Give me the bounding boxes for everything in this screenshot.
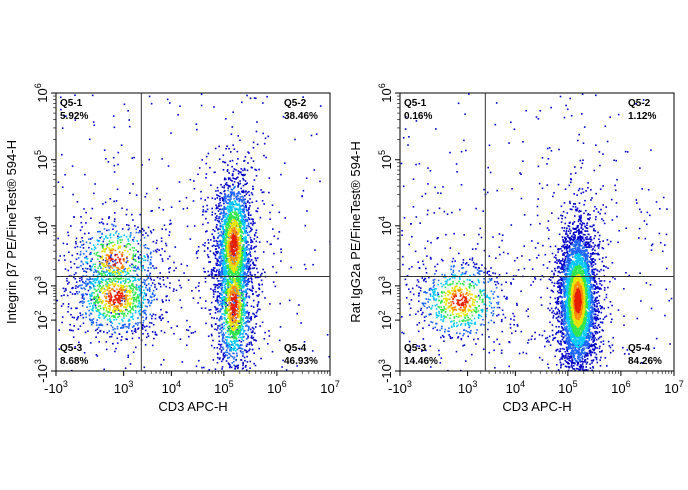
y-tick-base: 10 bbox=[35, 88, 50, 102]
x-tick-base: 10 bbox=[114, 381, 128, 396]
x-tick-label: 105 bbox=[214, 379, 233, 396]
y-tick-exponent: 3 bbox=[33, 359, 43, 364]
y-tick-label: 104 bbox=[377, 216, 394, 235]
x-axis-title: CD3 APC-H bbox=[502, 399, 571, 414]
quadrant-percent-label: 46.93% bbox=[284, 356, 318, 367]
quadrant-name-label: Q5-3 bbox=[404, 343, 427, 354]
y-tick-base: 10 bbox=[379, 281, 394, 295]
quadrant-percent-label: 84.26% bbox=[628, 356, 662, 367]
y-tick-exponent: 3 bbox=[377, 359, 387, 364]
dot-cloud bbox=[400, 93, 673, 371]
x-tick-base: 10 bbox=[162, 381, 176, 396]
x-tick-exponent: 3 bbox=[472, 379, 477, 389]
x-tick-base: 10 bbox=[664, 381, 678, 396]
y-tick-exponent: 4 bbox=[377, 216, 387, 221]
y-tick-label: -103 bbox=[33, 359, 50, 383]
y-tick-label: 104 bbox=[33, 216, 50, 235]
y-tick-exponent: 3 bbox=[33, 276, 43, 281]
y-tick-label: 105 bbox=[377, 150, 394, 169]
quadrant-name-label: Q5-4 bbox=[284, 343, 307, 354]
y-tick-label: 102 bbox=[33, 310, 50, 329]
x-tick-base: 10 bbox=[558, 381, 572, 396]
x-tick-base: -10 bbox=[44, 381, 63, 396]
y-tick-base: 10 bbox=[35, 221, 50, 235]
x-tick-label: 106 bbox=[267, 379, 286, 396]
quadrant-name-label: Q5-1 bbox=[404, 98, 427, 109]
x-tick-exponent: 6 bbox=[282, 379, 287, 389]
x-tick-label: 105 bbox=[558, 379, 577, 396]
quadrant-percent-label: 5.92% bbox=[60, 111, 88, 122]
x-tick-label: 103 bbox=[458, 379, 477, 396]
y-tick-exponent: 5 bbox=[33, 150, 43, 155]
y-tick-exponent: 5 bbox=[377, 150, 387, 155]
quadrant-percent-label: 0.16% bbox=[404, 111, 432, 122]
y-tick-base: 10 bbox=[379, 315, 394, 329]
y-tick-base: 10 bbox=[35, 155, 50, 169]
flow-plot-integrin-b7: -103 103 104 105 106 107-103102103104105106CD… bbox=[4, 83, 340, 414]
x-tick-exponent: 5 bbox=[229, 379, 234, 389]
plot-frame bbox=[399, 92, 675, 372]
x-tick-label: 107 bbox=[320, 379, 339, 396]
y-tick-exponent: 2 bbox=[377, 310, 387, 315]
quadrant-percent-label: 1.12% bbox=[628, 111, 656, 122]
x-tick-label: -103 bbox=[44, 379, 68, 396]
y-axis-title: Integrin β7 PE/FineTest® 594-H bbox=[4, 140, 19, 324]
quadrant-name-label: Q5-2 bbox=[284, 98, 307, 109]
dot-cloud bbox=[56, 93, 330, 371]
x-tick-base: 10 bbox=[214, 381, 228, 396]
y-tick-label: 103 bbox=[377, 276, 394, 295]
y-tick-exponent: 4 bbox=[33, 216, 43, 221]
x-tick-base: 10 bbox=[611, 381, 625, 396]
y-tick-base: 10 bbox=[379, 88, 394, 102]
y-tick-label: 103 bbox=[33, 276, 50, 295]
quadrant-percent-label: 38.46% bbox=[284, 111, 318, 122]
x-tick-label: 104 bbox=[506, 379, 525, 396]
quadrant-percent-label: 8.68% bbox=[60, 356, 88, 367]
x-tick-exponent: 3 bbox=[407, 379, 412, 389]
x-tick-label: -103 bbox=[388, 379, 412, 396]
x-tick-base: -10 bbox=[388, 381, 407, 396]
quadrant-name-label: Q5-1 bbox=[60, 98, 83, 109]
y-tick-label: -103 bbox=[377, 359, 394, 383]
x-tick-exponent: 7 bbox=[335, 379, 340, 389]
x-tick-base: 10 bbox=[506, 381, 520, 396]
flow-plot-rat-igg2a: -103 103 104 105 106 107-103102103104105106CD… bbox=[348, 83, 684, 414]
quadrant-name-label: Q5-2 bbox=[628, 98, 651, 109]
x-tick-exponent: 4 bbox=[520, 379, 525, 389]
y-tick-base: 10 bbox=[379, 155, 394, 169]
x-tick-label: 106 bbox=[611, 379, 630, 396]
y-tick-base: -10 bbox=[379, 364, 394, 383]
y-tick-label: 106 bbox=[377, 83, 394, 102]
y-tick-base: 10 bbox=[35, 281, 50, 295]
y-tick-exponent: 3 bbox=[377, 276, 387, 281]
x-tick-label: 104 bbox=[162, 379, 181, 396]
quadrant-name-label: Q5-3 bbox=[60, 343, 83, 354]
x-tick-exponent: 5 bbox=[573, 379, 578, 389]
x-tick-label: 103 bbox=[114, 379, 133, 396]
x-tick-base: 10 bbox=[267, 381, 281, 396]
x-tick-base: 10 bbox=[320, 381, 334, 396]
y-tick-exponent: 6 bbox=[33, 83, 43, 88]
y-tick-base: -10 bbox=[35, 364, 50, 383]
x-tick-exponent: 4 bbox=[176, 379, 181, 389]
quadrant-percent-label: 14.46% bbox=[404, 356, 438, 367]
x-tick-exponent: 7 bbox=[679, 379, 684, 389]
y-tick-label: 106 bbox=[33, 83, 50, 102]
y-tick-label: 102 bbox=[377, 310, 394, 329]
quadrant-name-label: Q5-4 bbox=[628, 343, 651, 354]
x-tick-exponent: 6 bbox=[626, 379, 631, 389]
x-tick-label: 107 bbox=[664, 379, 683, 396]
x-tick-exponent: 3 bbox=[128, 379, 133, 389]
y-tick-exponent: 6 bbox=[377, 83, 387, 88]
y-tick-label: 105 bbox=[33, 150, 50, 169]
y-tick-base: 10 bbox=[35, 315, 50, 329]
y-tick-base: 10 bbox=[379, 221, 394, 235]
x-tick-base: 10 bbox=[458, 381, 472, 396]
y-axis-title: Rat IgG2a PE/FineTest® 594-H bbox=[348, 141, 363, 323]
y-tick-exponent: 2 bbox=[33, 310, 43, 315]
x-axis-title: CD3 APC-H bbox=[158, 399, 227, 414]
x-tick-exponent: 3 bbox=[63, 379, 68, 389]
